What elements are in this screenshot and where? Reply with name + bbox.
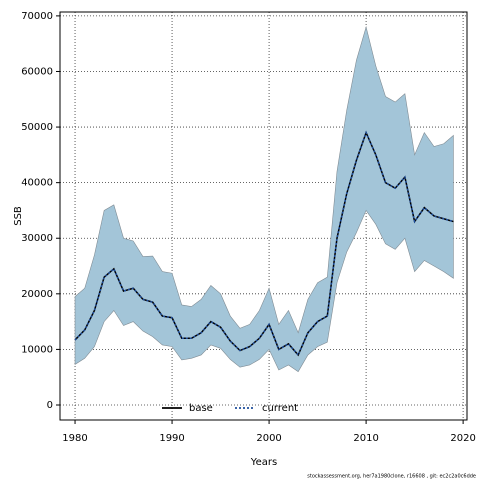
y-tick-label: 30000 — [21, 233, 53, 244]
series-line — [74, 130, 454, 357]
x-axis-label: Years — [250, 457, 277, 468]
legend-label: current — [262, 403, 298, 414]
y-tick-label: 20000 — [21, 289, 53, 300]
x-tick-label: 2020 — [450, 433, 475, 444]
x-tick-label: 2010 — [353, 433, 378, 444]
plot-frame — [59, 11, 468, 421]
legend-label: base — [189, 403, 213, 414]
x-tick-label: 2000 — [256, 433, 281, 444]
y-tick-label: 40000 — [21, 178, 53, 189]
y-tick-label: 10000 — [21, 344, 53, 355]
y-tick-label: 60000 — [21, 66, 53, 77]
y-tick-label: 0 — [47, 400, 53, 411]
footer: stockassessment.org, her7a1980clone, r16… — [307, 474, 476, 480]
x-tick-label: 1990 — [159, 433, 184, 444]
y-tick-label: 70000 — [21, 11, 53, 22]
y-tick-label: 50000 — [21, 122, 53, 133]
y-axis-label: SSB — [13, 206, 24, 226]
confidence-band — [74, 25, 454, 373]
x-tick-label: 1980 — [62, 433, 87, 444]
